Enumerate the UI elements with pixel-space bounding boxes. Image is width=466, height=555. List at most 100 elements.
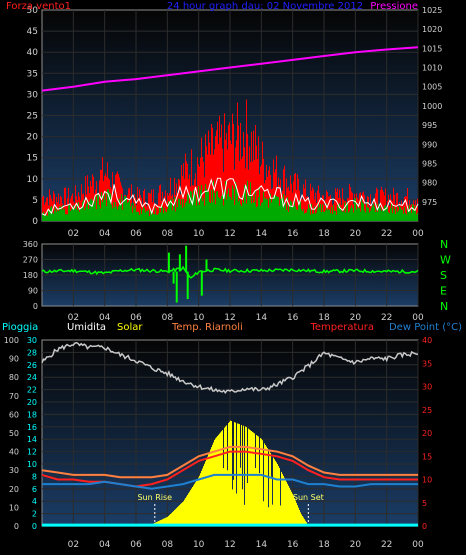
inner-y-tick: 2: [32, 510, 37, 519]
pressure-y-tick: 1010: [422, 64, 442, 73]
dir-compass-label: E: [440, 285, 447, 298]
dir-y-tick: 360: [23, 240, 38, 249]
wind-x-tick: 02: [68, 229, 79, 239]
inner-y-tick: 0: [32, 522, 37, 531]
humidity-y-tick: 60: [9, 410, 19, 419]
direction-line: [41, 265, 419, 279]
wind-x-tick: 22: [381, 229, 392, 239]
humidity-y-tick: 80: [9, 373, 19, 382]
wind-y-tick: 40: [27, 48, 39, 58]
temp-y-tick: 30: [422, 383, 432, 392]
wind-x-tick: 18: [318, 229, 330, 239]
dir-x-tick: 10: [193, 313, 205, 323]
temp-y-tick: 5: [422, 499, 427, 508]
humidity-y-tick: 10: [9, 503, 19, 512]
inner-y-tick: 16: [27, 423, 37, 432]
wind-y-tick: 20: [27, 133, 39, 143]
temp-x-tick: 04: [99, 540, 111, 550]
temp-riarnoli-line: [41, 445, 418, 479]
dir-y-tick: 90: [28, 287, 38, 296]
humidity-y-tick: 50: [9, 429, 19, 438]
inner-y-tick: 6: [32, 485, 37, 494]
inner-y-tick: 8: [32, 472, 37, 481]
pressure-y-tick: 990: [422, 140, 437, 149]
temp-x-tick: 00: [412, 540, 424, 550]
humidity-line: [41, 341, 419, 394]
wind-y-tick: 5: [32, 196, 38, 206]
humidity-y-tick: 70: [9, 392, 19, 401]
pressure-y-tick: 1005: [422, 83, 442, 92]
wind-x-tick: 12: [224, 229, 235, 239]
dir-compass-label: W: [440, 254, 451, 267]
temp-x-tick: 18: [318, 540, 330, 550]
inner-y-tick: 12: [27, 448, 37, 457]
inner-y-tick: 26: [27, 361, 37, 370]
humidity-y-tick: 20: [9, 485, 19, 494]
dir-x-tick: 18: [318, 313, 330, 323]
inner-y-tick: 30: [27, 336, 37, 345]
wind-axis-title: Forza vento1: [6, 1, 71, 12]
pressure-y-tick: 975: [422, 198, 437, 207]
legend-pioggia: Pioggia: [2, 322, 38, 333]
pressure-y-tick: 1015: [422, 44, 442, 53]
dewpoint-line: [42, 473, 418, 490]
temp-y-tick: 15: [422, 452, 432, 461]
temp-y-tick: 25: [422, 406, 432, 415]
wind-y-tick: 35: [27, 69, 38, 79]
sun-rise-label: Sun Rise: [137, 493, 172, 502]
dir-compass-label: S: [440, 269, 447, 282]
pressure-y-tick: 980: [422, 179, 437, 188]
temp-y-tick: 0: [422, 522, 427, 531]
pressure-y-tick: 1025: [422, 6, 442, 15]
dir-x-tick: 22: [381, 313, 392, 323]
legend-temperatura: Temperatura: [309, 322, 374, 333]
pressure-y-tick: 1020: [422, 25, 442, 34]
inner-y-tick: 24: [27, 373, 37, 382]
temp-x-tick: 06: [130, 540, 142, 550]
wind-x-tick: 14: [256, 229, 268, 239]
avg-wind-line: [41, 177, 419, 216]
dir-x-tick: 06: [130, 313, 142, 323]
wind-y-tick: 10: [27, 175, 39, 185]
temp-x-tick: 22: [381, 540, 392, 550]
dir-x-tick: 16: [287, 313, 299, 323]
wind-x-tick: 20: [350, 229, 362, 239]
temp-x-tick: 08: [162, 540, 174, 550]
temp-y-tick: 35: [422, 359, 432, 368]
humidity-y-tick: 0: [14, 522, 19, 531]
temp-y-tick: 20: [422, 429, 432, 438]
temp-y-tick: 10: [422, 476, 432, 485]
wind-x-tick: 16: [287, 229, 299, 239]
temp-x-tick: 16: [287, 540, 299, 550]
inner-y-tick: 20: [27, 398, 37, 407]
wind-y-tick: 30: [27, 90, 39, 100]
dir-x-tick: 02: [68, 313, 79, 323]
dir-compass-label: N: [440, 238, 448, 251]
inner-y-tick: 22: [27, 386, 37, 395]
humidity-y-tick: 30: [9, 466, 19, 475]
dir-x-tick: 00: [412, 313, 424, 323]
temp-x-tick: 20: [350, 540, 362, 550]
dir-compass-label: N: [440, 300, 448, 313]
wind-x-tick: 10: [193, 229, 205, 239]
inner-y-tick: 10: [27, 460, 37, 469]
wind-x-tick: 06: [130, 229, 142, 239]
pressure-line: [41, 46, 419, 92]
wind-y-tick: 45: [27, 27, 38, 37]
inner-y-tick: 14: [27, 435, 37, 444]
wind-x-tick: 08: [162, 229, 174, 239]
humidity-y-tick: 90: [9, 355, 19, 364]
wind-x-tick: 04: [99, 229, 111, 239]
dir-y-tick: 180: [23, 271, 38, 280]
temp-x-tick: 10: [193, 540, 205, 550]
humidity-y-tick: 100: [4, 336, 19, 345]
wind-y-tick: 25: [27, 112, 38, 122]
dir-y-tick: 0: [33, 302, 38, 311]
legend-temp-riarnoli: Temp. Riarnoli: [171, 322, 243, 333]
legend-dew-point-c: Dew Point (°C): [389, 322, 462, 333]
dir-x-tick: 08: [162, 313, 174, 323]
chart-title: 24 hour graph dau: 02 Novembre 2012: [167, 1, 363, 12]
legend-solar: Solar: [117, 322, 143, 333]
temp-x-tick: 14: [256, 540, 268, 550]
